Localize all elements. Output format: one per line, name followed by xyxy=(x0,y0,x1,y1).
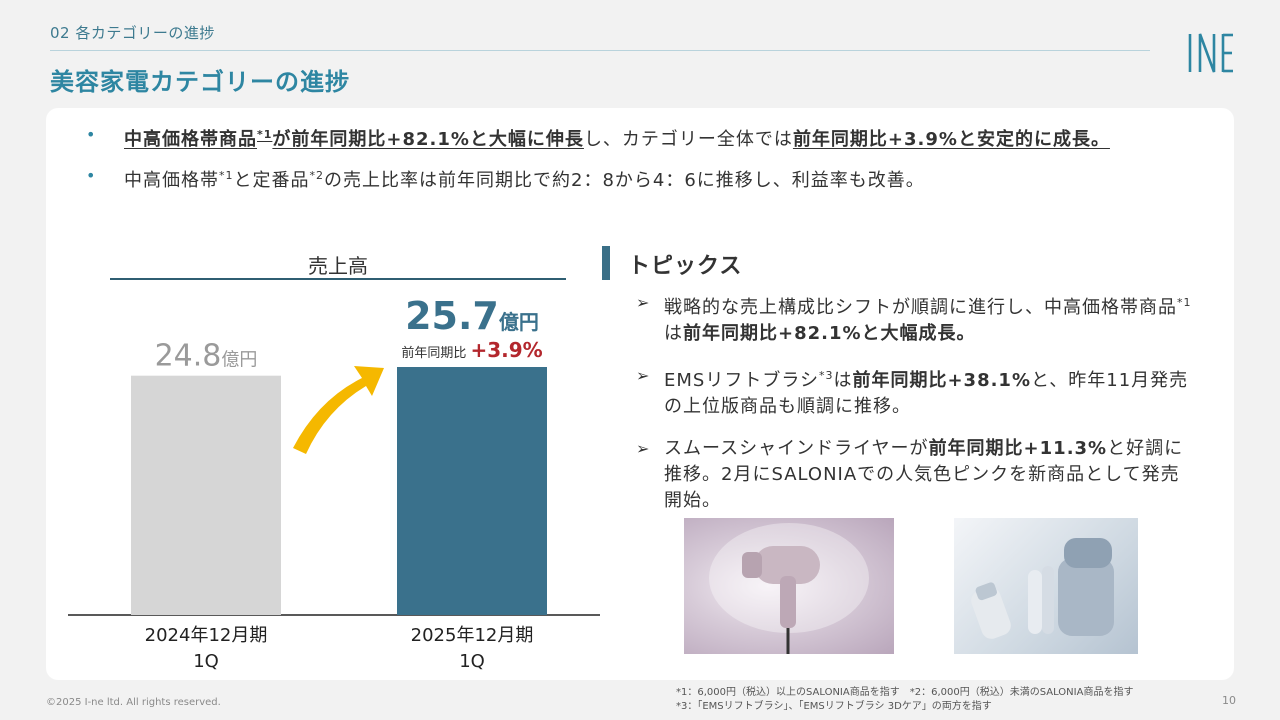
topic-item: ➢ 戦略的な売上構成比シフトが順調に進行し、中高価格帯商品*1 は前年同期比+82.… xyxy=(636,290,1196,347)
footnote-ref: *2 xyxy=(309,169,324,182)
footnote-ref: *3 xyxy=(818,369,834,382)
chart-title-rule xyxy=(110,278,566,280)
text-segment: の売上比率は前年同期比で約2：8から4：6に推移し、利益率も改善。 xyxy=(324,170,925,191)
text-segment: が前年同期比+82.1%と大幅に伸長 xyxy=(272,129,584,150)
text-segment: EMSリフトブラシ xyxy=(664,370,819,391)
footnote-ref: *1 xyxy=(1177,296,1192,309)
text-segment: 前年同期比+11.3% xyxy=(928,438,1108,459)
data-label-1: 24.8億円 xyxy=(155,339,258,374)
chart-title: 売上高 xyxy=(308,254,368,278)
growth-arrow-icon xyxy=(293,366,384,454)
topics-title: トピックス xyxy=(628,254,743,279)
topics-marker xyxy=(602,246,610,280)
topic-item: ➢ スムースシャインドライヤーが前年同期比+11.3%と好調に推移。2月にSALO… xyxy=(636,436,1196,514)
text-segment: 前年同期比+38.1% xyxy=(852,370,1031,391)
topic-item: ➢ EMSリフトブラシ*3は前年同期比+38.1%と、昨年11月発売の上位版商品も… xyxy=(636,363,1196,420)
footnote-ref: *1 xyxy=(257,128,273,141)
bar-2 xyxy=(397,367,547,615)
summary-bullet: • 中高価格帯*1と定番品*2の売上比率は前年同期比で約2：8から4：6に推移し、… xyxy=(86,163,1196,194)
copyright: ©2025 I-ne ltd. All rights reserved. xyxy=(46,697,221,708)
text-segment: は xyxy=(833,370,853,391)
text-segment: 中高価格帯 xyxy=(124,170,219,191)
text-segment: し、カテゴリー全体では xyxy=(583,129,793,150)
arrow-bullet-icon: ➢ xyxy=(636,439,651,458)
hair-dryer-illustration xyxy=(709,523,869,654)
ems-lift-brush-photo xyxy=(954,518,1138,654)
summary-bullet: • 中高価格帯商品*1が前年同期比+82.1%と大幅に伸長し、カテゴリー全体では前… xyxy=(86,122,1196,153)
ems-lift-brush-illustration xyxy=(971,538,1114,639)
growth-label: 前年同期比 +3.9% xyxy=(401,338,542,362)
text-segment: は xyxy=(664,323,683,344)
bullet-text: 中高価格帯*1と定番品*2の売上比率は前年同期比で約2：8から4：6に推移し、利… xyxy=(124,163,1196,194)
text-segment: と定番品 xyxy=(233,170,310,191)
text-segment: と、昨年11月発売の上位版商品も順調に推移。 xyxy=(664,370,1189,417)
page-number: 10 xyxy=(1222,694,1236,707)
bullet-text: 中高価格帯商品*1が前年同期比+82.1%と大幅に伸長し、カテゴリー全体では前年… xyxy=(124,122,1196,153)
text-segment: 中高価格帯商品 xyxy=(124,129,257,150)
header-rule xyxy=(50,50,1150,51)
text-segment: と好調に推移。2月にSALONIAでの人気色ピンクを新商品として発売開始。 xyxy=(664,438,1184,511)
brand-logo xyxy=(1188,33,1233,73)
section-label: 02 各カテゴリーの進捗 xyxy=(50,24,215,42)
footnote-line-2: *3：「EMSリフトブラシ」、「EMSリフトブラシ 3Dケア」の両方を指す xyxy=(676,701,992,712)
footnotes: *1：6,000円（税込）以上のSALONIA商品を指す *2：6,000円（税… xyxy=(676,686,1133,714)
footnote-line-1: *1：6,000円（税込）以上のSALONIA商品を指す *2：6,000円（税… xyxy=(676,687,1134,698)
topic-text: EMSリフトブラシ*3は前年同期比+38.1%と、昨年11月発売の上位版商品も順… xyxy=(664,363,1196,420)
bullet-dot-icon: • xyxy=(86,125,97,144)
bar-1 xyxy=(131,375,281,615)
arrow-bullet-icon: ➢ xyxy=(636,366,651,385)
hair-dryer-photo xyxy=(684,518,894,654)
summary-bullets: • 中高価格帯商品*1が前年同期比+82.1%と大幅に伸長し、カテゴリー全体では前… xyxy=(86,122,1196,204)
text-segment: 前年同期比+82.1%と大幅成長。 xyxy=(683,323,976,344)
text-segment: スムースシャインドライヤーが xyxy=(664,438,929,459)
bullet-dot-icon: • xyxy=(86,166,97,185)
topics-list: ➢ 戦略的な売上構成比シフトが順調に進行し、中高価格帯商品*1は前年同期比+82.… xyxy=(636,290,1196,530)
arrow-bullet-icon: ➢ xyxy=(636,293,651,312)
topic-text: 戦略的な売上構成比シフトが順調に進行し、中高価格帯商品*1 は前年同期比+82.1… xyxy=(664,290,1196,347)
text-segment: 戦略的な売上構成比シフトが順調に進行し、中高価格帯商品 xyxy=(664,297,1177,318)
x-tick-label: 2024年12月期 1Q xyxy=(145,625,268,672)
topic-text: スムースシャインドライヤーが前年同期比+11.3%と好調に推移。2月にSALON… xyxy=(664,436,1196,514)
text-segment: 前年同期比+3.9%と安定的に成長。 xyxy=(792,129,1110,150)
footnote-ref: *1 xyxy=(219,169,234,182)
page-title: 美容家電カテゴリーの進捗 xyxy=(50,68,350,96)
x-tick-label: 2025年12月期 1Q xyxy=(411,625,534,672)
data-label-2: 25.7億円 xyxy=(405,294,539,338)
